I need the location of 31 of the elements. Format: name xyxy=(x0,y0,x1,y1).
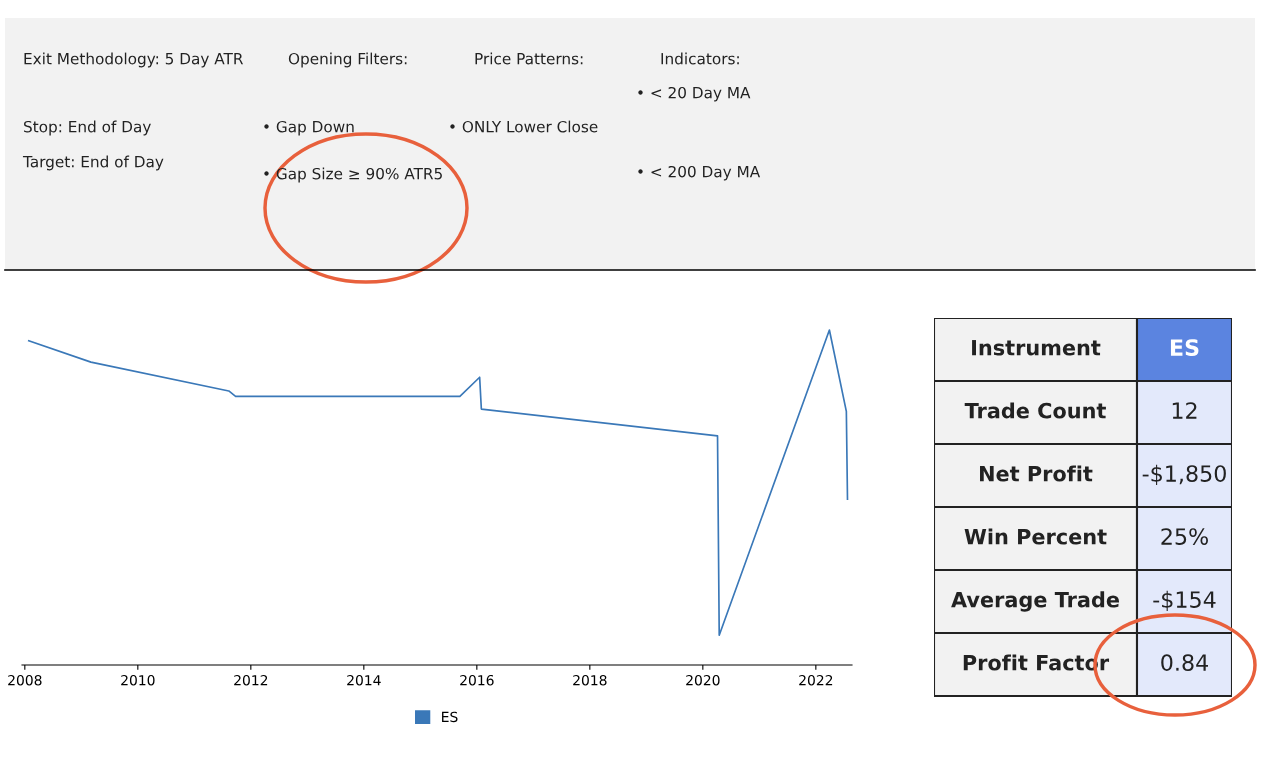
text: Stop: End of Day xyxy=(24,120,151,136)
x-tick-label: 2016 xyxy=(460,674,494,686)
x-tick-label: 2010 xyxy=(121,674,155,686)
text: Net Profit xyxy=(980,465,1093,482)
x-tick-label: 2018 xyxy=(573,674,607,686)
x-tick-label: 2014 xyxy=(347,674,381,686)
text: Trade Count xyxy=(964,402,1106,419)
x-tick-label: 2012 xyxy=(234,674,268,686)
text: Opening Filters: xyxy=(288,52,407,68)
text: -$1,850 xyxy=(1142,464,1226,485)
text: Price Patterns: xyxy=(475,52,583,65)
text: 12 xyxy=(1172,402,1197,419)
text: • < 200 Day MA xyxy=(638,165,761,181)
text: Exit Methodology: 5 Day ATR xyxy=(24,52,244,68)
text: Average Trade xyxy=(951,591,1119,612)
text: • Gap Down xyxy=(264,120,354,136)
x-tick-label: 2020 xyxy=(686,674,720,686)
text: Indicators: xyxy=(661,52,739,65)
text: Win Percent xyxy=(964,528,1107,545)
text: -$154 xyxy=(1153,590,1216,611)
text: 0.84 xyxy=(1161,654,1208,671)
x-tick-label: 2008 xyxy=(8,674,42,686)
legend-label: ES xyxy=(442,711,458,723)
text: Target: End of Day xyxy=(22,155,164,171)
text: • < 20 Day MA xyxy=(638,86,751,102)
text: 25% xyxy=(1161,528,1208,545)
x-tick-label: 2022 xyxy=(799,674,833,686)
text: ES xyxy=(1170,339,1199,356)
text: • ONLY Lower Close xyxy=(450,120,598,133)
text: • Gap Size ≥ 90% ATR5 xyxy=(264,167,442,183)
text: Instrument xyxy=(972,340,1101,356)
